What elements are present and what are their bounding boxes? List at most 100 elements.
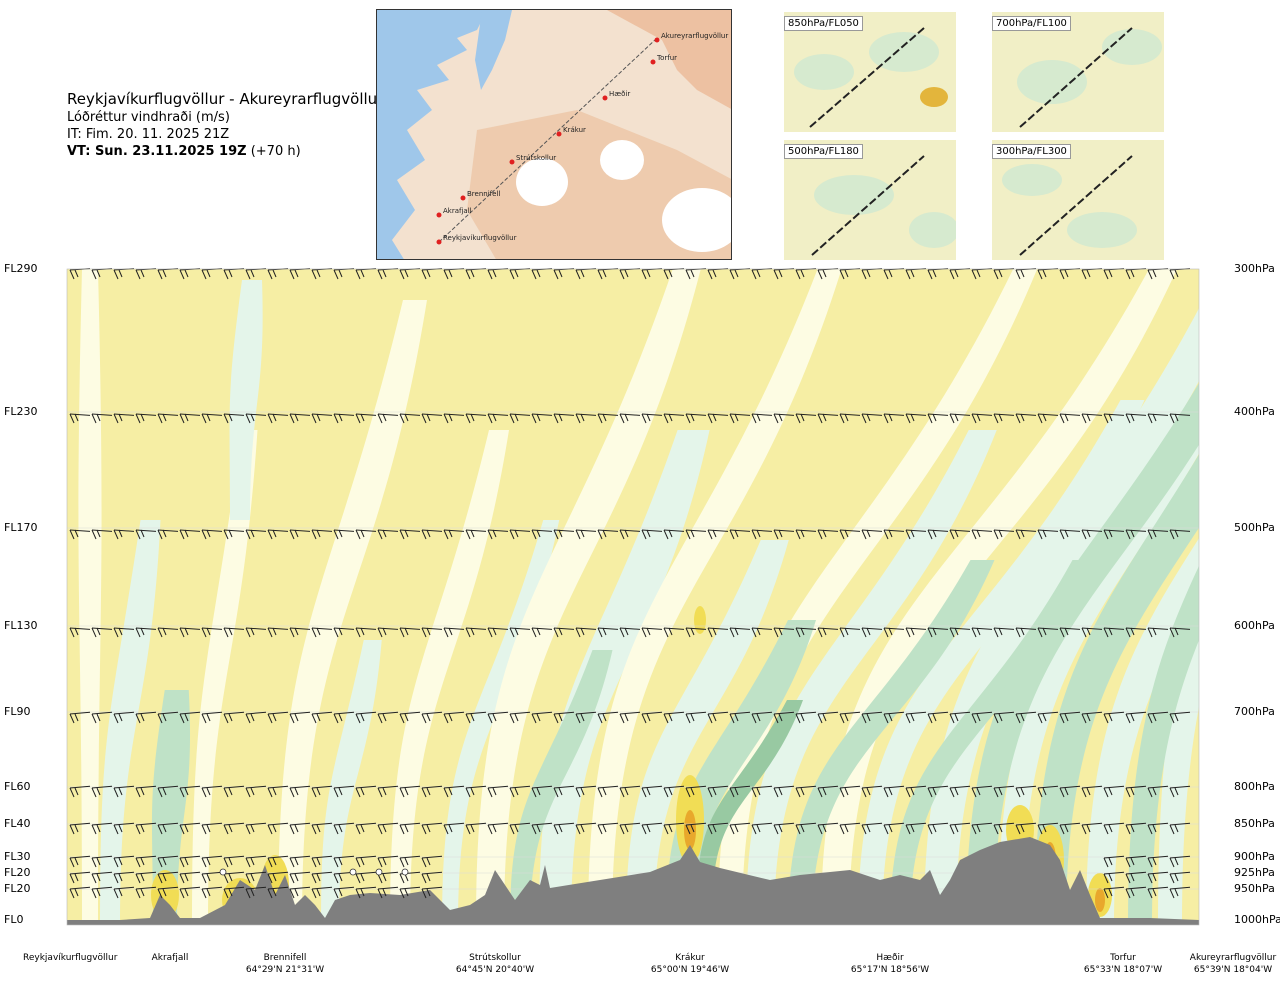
wind-barb xyxy=(69,822,91,835)
wind-barb xyxy=(1169,711,1191,724)
wind-barb xyxy=(157,627,179,638)
lead-time: (+70 h) xyxy=(250,144,301,159)
wind-barb xyxy=(289,886,311,899)
flight-level-label: FL230 xyxy=(4,405,38,418)
waypoint-dot xyxy=(650,59,656,65)
wind-barb xyxy=(91,822,113,835)
pressure-level-label: 500hPa xyxy=(1234,521,1275,534)
wind-barb xyxy=(861,822,883,835)
wind-band xyxy=(1128,565,1199,925)
wind-barb xyxy=(509,711,531,724)
pressure-level-label: 700hPa xyxy=(1234,705,1275,718)
location-name: Torfur xyxy=(1110,953,1136,963)
wind-barb xyxy=(1125,413,1147,424)
wind-band xyxy=(229,280,263,520)
wind-barb xyxy=(795,413,817,424)
wind-barb xyxy=(157,855,179,868)
wind-barb xyxy=(421,627,443,638)
wind-barb xyxy=(465,785,487,798)
wind-barb xyxy=(795,785,817,798)
wind-barb xyxy=(1081,627,1103,638)
pressure-level-label: 800hPa xyxy=(1234,780,1275,793)
wind-barb xyxy=(135,822,157,835)
panel-500-map xyxy=(784,140,956,260)
wind-barb xyxy=(1081,822,1103,835)
wind-barb xyxy=(201,855,223,868)
wind-barb xyxy=(597,711,619,724)
wind-barb xyxy=(509,413,531,424)
wind-barb xyxy=(883,529,905,540)
wind-barb xyxy=(355,855,377,868)
panel-850-label: 850hPa/FL050 xyxy=(784,16,863,31)
wind-barb xyxy=(69,529,91,540)
wind-barb xyxy=(91,785,113,798)
waypoint-dot xyxy=(602,95,608,101)
wind-barb xyxy=(1059,711,1081,724)
wind-band xyxy=(1034,454,1199,925)
location-label: Strútskollur 64°45'N 20°40'W xyxy=(450,952,540,976)
wind-barb xyxy=(707,413,729,424)
wind-barb xyxy=(1081,413,1103,424)
wind-barb xyxy=(289,711,311,724)
wind-barb xyxy=(113,871,135,884)
wind-barb xyxy=(531,822,553,835)
wind-barb xyxy=(751,529,773,540)
wind-barb xyxy=(421,785,443,798)
wind-barb xyxy=(91,711,113,724)
wind-barb xyxy=(839,822,861,835)
wind-band xyxy=(588,269,842,925)
wind-barb xyxy=(575,627,597,638)
wind-barb xyxy=(1169,627,1191,638)
wind-barb xyxy=(773,627,795,638)
wind-barb xyxy=(157,886,179,899)
wind-barb xyxy=(1015,785,1037,798)
pressure-level-label: 600hPa xyxy=(1234,619,1275,632)
flight-level-label: FL170 xyxy=(4,521,38,534)
wind-barb xyxy=(245,785,267,798)
wind-barb xyxy=(113,529,135,540)
location-coords: 64°45'N 20°40'W xyxy=(455,965,535,975)
map-waypoint: Reykjavíkurflugvöllur xyxy=(436,234,517,245)
wind-barb xyxy=(773,529,795,540)
wind-barb xyxy=(949,627,971,638)
wind-barb xyxy=(971,785,993,798)
wind-barb xyxy=(443,413,465,424)
map-waypoint: Hæðir xyxy=(602,90,630,101)
wind-barb xyxy=(993,822,1015,835)
wind-barb xyxy=(861,711,883,724)
wind-barb xyxy=(839,413,861,424)
wind-barb xyxy=(927,822,949,835)
wind-barb xyxy=(1169,886,1191,899)
wind-barb xyxy=(179,886,201,899)
wind-barb xyxy=(509,785,531,798)
wind-barb xyxy=(399,413,421,424)
wind-barb xyxy=(465,627,487,638)
wind-barb xyxy=(553,711,575,724)
wind-barb xyxy=(267,886,289,899)
wind-barb xyxy=(641,711,663,724)
wind-barb xyxy=(399,785,421,798)
wind-barb xyxy=(179,822,201,835)
waypoint-dot xyxy=(436,239,442,245)
wind-barb xyxy=(663,822,685,835)
wind-barb xyxy=(1125,822,1147,835)
wind-barb xyxy=(1103,871,1125,884)
wind-barb xyxy=(641,413,663,424)
wind-barb xyxy=(707,711,729,724)
wind-band xyxy=(998,394,1199,925)
wind-barb xyxy=(69,413,91,424)
location-coords: 65°00'N 19°46'W xyxy=(650,965,730,975)
location-name: Hæðir xyxy=(876,953,904,963)
calm-wind-markers xyxy=(219,868,409,876)
wind-barb xyxy=(311,785,333,798)
wind-barb xyxy=(267,871,289,884)
wind-barb xyxy=(1103,822,1125,835)
wind-barb xyxy=(91,871,113,884)
wind-barb xyxy=(1103,855,1125,868)
wind-barb xyxy=(113,627,135,638)
level-panel-500: 500hPa/FL180 xyxy=(784,140,956,260)
wind-barb xyxy=(949,711,971,724)
wind-barb xyxy=(509,822,531,835)
wind-barb xyxy=(509,627,531,638)
wind-barb xyxy=(201,822,223,835)
